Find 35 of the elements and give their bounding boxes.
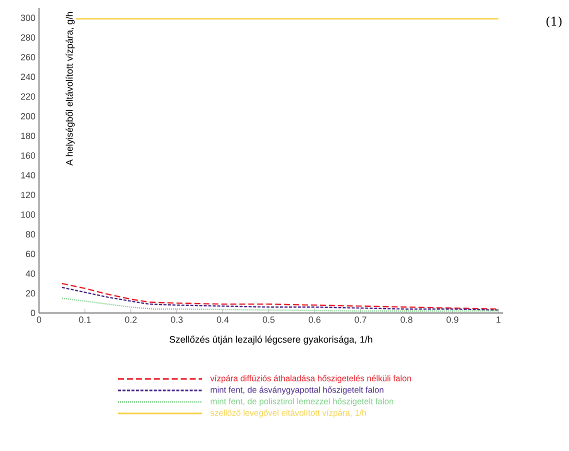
y-tick-label: 260: [20, 54, 36, 60]
x-tick-label: 0.5: [262, 316, 275, 323]
text: szellőző levegővel eltávolított vízpára, 1/h: [210, 409, 366, 418]
y-tick-label: 280: [20, 34, 36, 41]
text: vízpára diffúziós áthaladása hőszigetelés nélküli falon: [210, 374, 411, 383]
y-tick-label: 60: [26, 250, 36, 258]
x-tick-label: 1: [496, 316, 500, 323]
x-tick-label: 0.1: [79, 316, 91, 323]
y-tick-label: 40: [26, 270, 36, 277]
x-tick-label: 0.4: [216, 316, 229, 323]
y-tick-label: 160: [21, 152, 36, 159]
x-tick-label: 0: [36, 316, 42, 323]
y-tick-label: 240: [20, 74, 36, 80]
text: mint fent, de ásványgyapottal hőszigetelt falon: [210, 386, 384, 394]
y-tick-label: 120: [21, 192, 36, 198]
x-tick-label: 0.3: [170, 316, 183, 323]
x-tick-label: 0.7: [354, 316, 366, 323]
y-tick-label: 300: [20, 14, 36, 22]
line-series: [61, 298, 500, 312]
text: mint fent, de polisztirol lemezzel hőszigetelt falon: [210, 398, 394, 406]
x-tick-label: 0.9: [446, 316, 458, 323]
x-tick-label: 0.6: [308, 316, 320, 323]
text: (1): [546, 16, 562, 28]
y-tick-label: 220: [20, 93, 36, 100]
y-tick-label: 200: [20, 113, 36, 120]
y-axis-title: A helyiségből eltávolított vízpára, g/h: [66, 12, 75, 166]
y-tick-label: 100: [21, 211, 36, 218]
y-tick-label: 180: [21, 132, 36, 140]
x-tick-label: 0.8: [400, 316, 412, 323]
x-tick-label: 0.2: [125, 316, 137, 323]
y-tick-label: 140: [21, 172, 36, 178]
y-tick-label: 80: [26, 231, 36, 238]
y-tick-label: 0: [30, 310, 36, 316]
y-tick-label: 20: [26, 290, 36, 296]
x-axis-title: Szellőzés útján lezajló légcsere gyakorisága, 1/h: [170, 336, 372, 345]
